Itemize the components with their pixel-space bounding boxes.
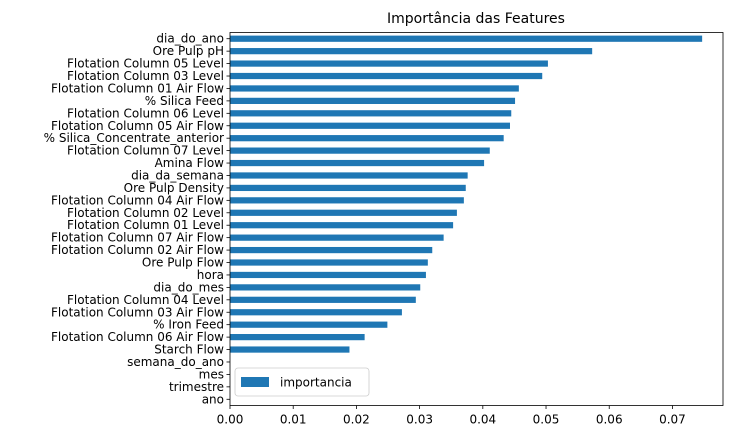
x-tick-label: 0.01: [280, 413, 307, 427]
y-tick-label: Ore Pulp Flow: [142, 256, 224, 270]
legend-box: [234, 367, 370, 397]
y-tick-label: Ore Pulp Density: [124, 181, 224, 195]
legend-swatch: [241, 377, 269, 387]
y-tick-label: Flotation Column 03 Level: [67, 69, 224, 83]
y-tick-label: trimestre: [169, 380, 224, 394]
bar-flotation-column-02-level: [230, 209, 457, 216]
bar-dia-da-semana: [230, 172, 468, 179]
x-tick-label: 0.07: [659, 413, 686, 427]
y-tick-label: Flotation Column 04 Air Flow: [51, 193, 224, 207]
bar-flotation-column-06-air-flow: [230, 334, 365, 341]
bar-silica-concentrate-anterior: [230, 135, 504, 142]
bar-ore-pulp-density: [230, 184, 466, 192]
bar-dia-do-ano: [230, 35, 703, 42]
x-tick-label: 0.06: [596, 413, 623, 427]
y-tick-label: Flotation Column 02 Air Flow: [51, 243, 224, 257]
x-tick-label: 0.05: [533, 413, 560, 427]
bar-flotation-column-05-air-flow: [230, 122, 510, 129]
x-tick-label: 0.02: [343, 413, 370, 427]
bar-flotation-column-01-air-flow: [230, 85, 519, 92]
y-tick-label: Flotation Column 06 Air Flow: [51, 330, 224, 344]
y-tick-label: dia_do_ano: [156, 32, 224, 46]
y-tick-label: Flotation Column 04 Level: [67, 293, 224, 307]
bar-flotation-column-04-air-flow: [230, 197, 464, 204]
bar-flotation-column-07-level: [230, 147, 490, 154]
y-tick-label: % Iron Feed: [153, 318, 224, 332]
chart-title: Importância das Features: [387, 11, 565, 27]
bar-iron-feed: [230, 321, 388, 328]
y-tick-label: dia_do_mes: [153, 280, 224, 294]
y-tick-label: Starch Flow: [154, 343, 224, 357]
bar-flotation-column-04-level: [230, 296, 416, 303]
y-tick-label: Flotation Column 01 Level: [67, 218, 224, 232]
y-tick-label: dia_da_semana: [131, 168, 224, 182]
y-tick-label: Ore Pulp pH: [153, 44, 224, 58]
y-tick-label: Flotation Column 02 Level: [67, 206, 224, 220]
axes-frame: [229, 32, 724, 406]
y-tick-label: % Silica_Concentrate_anterior: [44, 131, 224, 145]
bar-flotation-column-06-level: [230, 110, 512, 117]
y-tick-label: Flotation Column 05 Air Flow: [51, 119, 224, 133]
y-tick-label: Flotation Column 01 Air Flow: [51, 81, 224, 95]
y-tick-label: ano: [202, 392, 224, 406]
y-tick-label: Flotation Column 07 Air Flow: [51, 231, 224, 245]
y-tick-label: Flotation Column 03 Air Flow: [51, 305, 224, 319]
bar-flotation-column-02-air-flow: [230, 246, 433, 254]
legend-label-importancia: importancia: [280, 376, 352, 390]
y-tick-label: mes: [199, 367, 224, 381]
y-tick-label: % Silica Feed: [145, 94, 224, 108]
bar-flotation-column-03-air-flow: [230, 309, 402, 316]
bar-ore-pulp-ph: [230, 48, 593, 55]
bar-flotation-column-03-level: [230, 72, 543, 80]
y-tick-label: hora: [197, 268, 224, 282]
x-tick-label: 0.04: [469, 413, 496, 427]
x-tick-labels: 0.00 0.01 0.02 0.03 0.04 0.05 0.06 0.07: [217, 405, 686, 427]
bar-ore-pulp-flow: [230, 259, 428, 266]
bar-hora: [230, 271, 426, 279]
y-tick-label: Amina Flow: [155, 156, 225, 170]
y-tick-label: Flotation Column 06 Level: [67, 106, 224, 120]
bar-flotation-column-05-level: [230, 60, 548, 67]
bar-flotation-column-07-air-flow: [230, 234, 444, 241]
bar-starch-flow: [230, 346, 350, 353]
x-tick-label: 0.03: [406, 413, 433, 427]
y-tick-label: Flotation Column 05 Level: [67, 57, 224, 71]
legend: importancia: [234, 367, 370, 397]
bar-dia-do-mes: [230, 284, 421, 291]
y-tick-label: Flotation Column 07 Level: [67, 144, 224, 158]
bar-amina-flow: [230, 159, 485, 167]
bar-flotation-column-01-level: [230, 222, 454, 229]
bars-layer: [230, 35, 703, 353]
x-tick-label: 0.00: [217, 413, 244, 427]
y-tick-label: semana_do_ano: [127, 355, 224, 369]
bar-silica-feed: [230, 97, 516, 104]
